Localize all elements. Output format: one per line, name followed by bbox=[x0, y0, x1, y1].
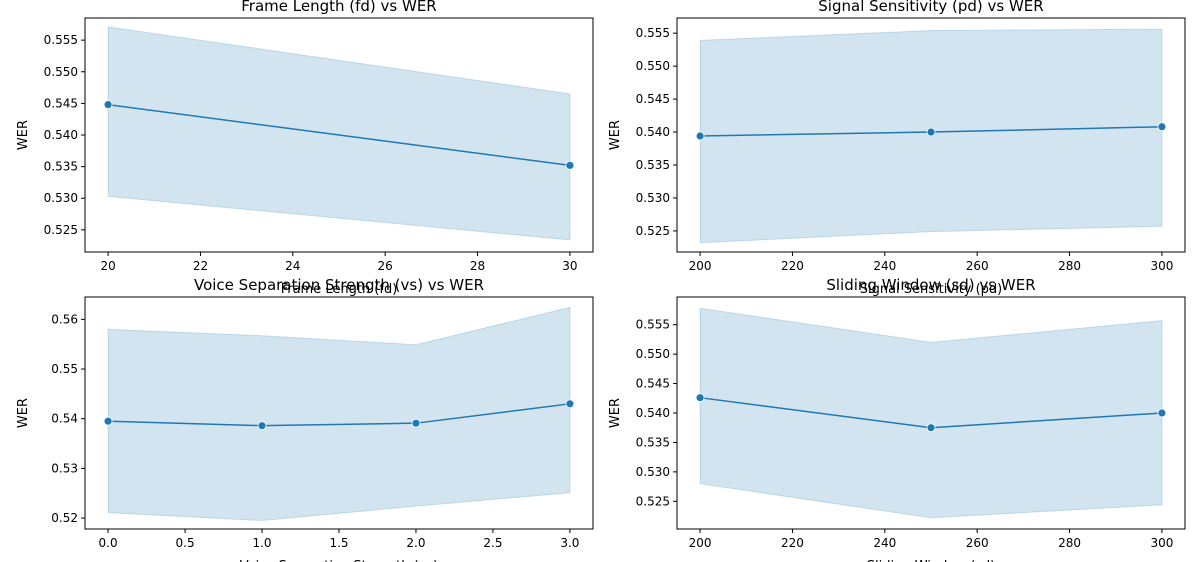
confidence-band bbox=[699, 307, 1163, 519]
chart-title: Voice Separation Strength (vs) vs WER bbox=[194, 276, 484, 294]
y-tick-label: 0.550 bbox=[636, 59, 670, 73]
x-axis-label: Signal Sensitivity (pd) bbox=[860, 282, 1003, 297]
x-tick-label: 200 bbox=[689, 259, 712, 273]
x-tick-label: 280 bbox=[1058, 259, 1081, 273]
x-tick-label: 2.5 bbox=[483, 536, 502, 550]
y-tick-label: 0.525 bbox=[636, 494, 670, 508]
y-tick-label: 0.550 bbox=[636, 347, 670, 361]
data-point bbox=[695, 131, 705, 141]
x-tick-label: 22 bbox=[193, 259, 208, 273]
y-tick-label: 0.530 bbox=[636, 465, 670, 479]
y-tick-label: 0.540 bbox=[636, 125, 670, 139]
x-tick-label: 20 bbox=[100, 259, 115, 273]
data-point bbox=[1157, 408, 1167, 418]
x-tick-label: 280 bbox=[1058, 536, 1081, 550]
data-point bbox=[103, 100, 113, 110]
x-tick-label: 300 bbox=[1150, 259, 1173, 273]
y-tick-label: 0.550 bbox=[44, 65, 78, 79]
axes-frame bbox=[676, 17, 1186, 253]
chart-title: Signal Sensitivity (pd) vs WER bbox=[818, 0, 1043, 15]
y-tick-label: 0.545 bbox=[44, 96, 78, 110]
y-tick-label: 0.55 bbox=[51, 362, 78, 376]
chart-panel-4: 200 220 240 260 280 300 0.525 0.530 0.535 0.540 0.… bbox=[608, 276, 1186, 562]
x-tick-label: 3.0 bbox=[560, 536, 579, 550]
data-point bbox=[411, 418, 421, 428]
x-tick-label: 240 bbox=[873, 259, 896, 273]
y-tick-label: 0.535 bbox=[636, 158, 670, 172]
y-tick-label: 0.53 bbox=[51, 461, 78, 475]
data-point bbox=[103, 416, 113, 426]
y-tick-label: 0.530 bbox=[44, 191, 78, 205]
y-tick-label: 0.555 bbox=[44, 33, 78, 47]
x-tick-label: 260 bbox=[966, 536, 989, 550]
x-tick-label: 1.0 bbox=[252, 536, 271, 550]
chart-panel-2: 200 220 240 260 280 300 0.525 0.530 0.535 0.540 0.… bbox=[608, 0, 1186, 297]
x-tick-label: 200 bbox=[689, 536, 712, 550]
y-tick-label: 0.530 bbox=[636, 191, 670, 205]
data-point bbox=[257, 421, 267, 431]
y-tick-label: 0.540 bbox=[636, 406, 670, 420]
chart-panel-3: 0.0 0.5 1.0 1.5 2.0 2.5 3.0 0.52 0.53 0.54 0.55 0.5… bbox=[16, 276, 594, 562]
y-tick-label: 0.535 bbox=[44, 160, 78, 174]
x-tick-label: 2.0 bbox=[406, 536, 425, 550]
y-tick-label: 0.54 bbox=[51, 412, 78, 426]
x-tick-label: 28 bbox=[470, 259, 485, 273]
y-tick-label: 0.540 bbox=[44, 128, 78, 142]
y-axis-label: WER bbox=[608, 398, 623, 428]
data-point bbox=[1157, 122, 1167, 132]
x-tick-label: 24 bbox=[285, 259, 300, 273]
x-tick-label: 300 bbox=[1150, 536, 1173, 550]
x-axis-label: Sliding Window (sd) bbox=[867, 559, 996, 562]
y-tick-label: 0.56 bbox=[51, 312, 78, 326]
x-tick-label: 220 bbox=[781, 259, 804, 273]
x-tick-label: 26 bbox=[378, 259, 393, 273]
x-axis-label: Frame Length (fd) bbox=[281, 282, 398, 297]
data-point bbox=[926, 127, 936, 137]
y-tick-label: 0.52 bbox=[51, 511, 78, 525]
y-tick-label: 0.535 bbox=[636, 435, 670, 449]
y-tick-label: 0.555 bbox=[636, 26, 670, 40]
y-tick-label: 0.555 bbox=[636, 318, 670, 332]
x-axis-label: Voice Separation Strength (vs) bbox=[240, 559, 439, 562]
x-tick-label: 260 bbox=[966, 259, 989, 273]
data-point bbox=[926, 423, 936, 433]
y-tick-label: 0.545 bbox=[636, 377, 670, 391]
x-tick-label: 220 bbox=[781, 536, 804, 550]
y-tick-label: 0.545 bbox=[636, 92, 670, 106]
y-axis-label: WER bbox=[608, 120, 623, 150]
chart-title: Sliding Window (sd) vs WER bbox=[826, 276, 1035, 294]
chart-panel-1: 20 22 24 26 28 30 0.525 0.530 0.535 0.540 0.545 0.5… bbox=[16, 0, 594, 297]
y-axis-label: WER bbox=[16, 398, 31, 428]
confidence-band bbox=[107, 306, 571, 522]
data-point bbox=[695, 393, 705, 403]
y-tick-label: 0.525 bbox=[636, 224, 670, 238]
x-tick-label: 0.5 bbox=[176, 536, 195, 550]
series-line bbox=[108, 403, 571, 427]
series-line bbox=[107, 103, 571, 167]
y-tick-label: 0.525 bbox=[44, 223, 78, 237]
x-tick-label: 240 bbox=[873, 536, 896, 550]
x-tick-label: 0.0 bbox=[99, 536, 118, 550]
y-axis-label: WER bbox=[16, 120, 31, 150]
data-point bbox=[565, 160, 575, 170]
x-tick-label: 1.5 bbox=[329, 536, 348, 550]
data-point bbox=[565, 399, 575, 409]
confidence-band bbox=[107, 26, 571, 241]
x-tick-label: 30 bbox=[562, 259, 577, 273]
chart-title: Frame Length (fd) vs WER bbox=[241, 0, 436, 15]
